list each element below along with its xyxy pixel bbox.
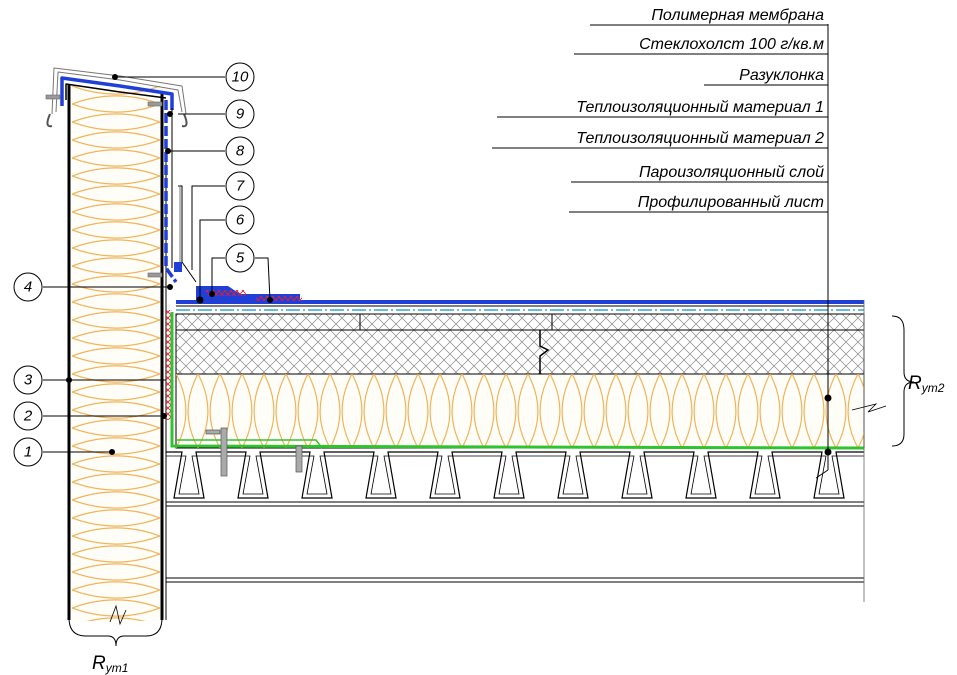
- insulation-2: [175, 373, 865, 449]
- parapet-membrane-vertical: [164, 100, 197, 284]
- marker-3-label: 3: [24, 372, 33, 389]
- wall-thickness-brace: [68, 604, 163, 647]
- marker-7: 7: [225, 171, 255, 201]
- marker-1-label: 1: [24, 444, 32, 461]
- layer-label-1: Полимерная мембрана: [651, 7, 824, 24]
- marker-dots: [66, 74, 273, 455]
- roofWaves-pattern: [176, 374, 864, 448]
- marker-5-label: 5: [236, 250, 245, 267]
- profiled-sheet: [166, 451, 864, 499]
- slope-layer: [175, 313, 865, 331]
- marker-5: 5: [225, 243, 255, 273]
- roof-resistance-label: Rут2: [908, 373, 945, 395]
- marker-6: 6: [225, 205, 255, 235]
- marker-8-label: 8: [236, 143, 245, 160]
- roof-membrane: [176, 300, 864, 307]
- layer-label-3: Разуклонка: [739, 67, 824, 84]
- wall-sealant-strip: [166, 310, 172, 420]
- marker-7-label: 7: [236, 178, 245, 195]
- layer-label-7: Профилированный лист: [638, 194, 824, 211]
- membrane-corner-overlap: [196, 286, 302, 301]
- wallWaves-pattern: [72, 86, 160, 621]
- layer-label-5: Теплоизоляционный материал 2: [576, 130, 824, 147]
- marker-1: 1: [13, 437, 43, 467]
- marker-4: 4: [13, 272, 43, 302]
- vapor-barrier: [170, 312, 865, 450]
- layer-leader-tail: [815, 469, 829, 479]
- layer-label-2: Стеклохолст 100 г/кв.м: [639, 36, 824, 53]
- insulation-1: [175, 329, 865, 375]
- parapet-cap: [46, 67, 188, 128]
- marker-4-label: 4: [24, 279, 32, 296]
- edge-bar-bracket: [147, 262, 182, 278]
- layer-labels: Полимерная мембрана Стеклохолст 100 г/кв.…: [492, 7, 828, 213]
- marker-9-label: 9: [236, 106, 245, 123]
- marker-leaders: [43, 76, 271, 453]
- marker-2-label: 2: [23, 408, 33, 425]
- layer-label-6: Пароизоляционный слой: [639, 164, 824, 181]
- wall-resistance-label: Rут1: [92, 653, 128, 675]
- marker-9: 9: [225, 99, 255, 129]
- wall-insulation: [72, 86, 160, 621]
- support-beam: [166, 300, 865, 602]
- cap-fasteners: [45, 94, 163, 107]
- roof-fasteners: [205, 427, 303, 477]
- marker-6-label: 6: [236, 212, 245, 229]
- profiled-sheet-inner: [166, 455, 864, 495]
- marker-8: 8: [225, 136, 255, 166]
- marker-3: 3: [13, 365, 43, 395]
- marker-10-label: 10: [232, 69, 249, 86]
- roof-thickness-brace: [851, 315, 915, 447]
- layer-label-4: Теплоизоляционный материал 1: [576, 99, 824, 116]
- marker-10: 10: [225, 62, 255, 92]
- marker-2: 2: [13, 401, 43, 431]
- layer-leader-dots: [824, 394, 832, 456]
